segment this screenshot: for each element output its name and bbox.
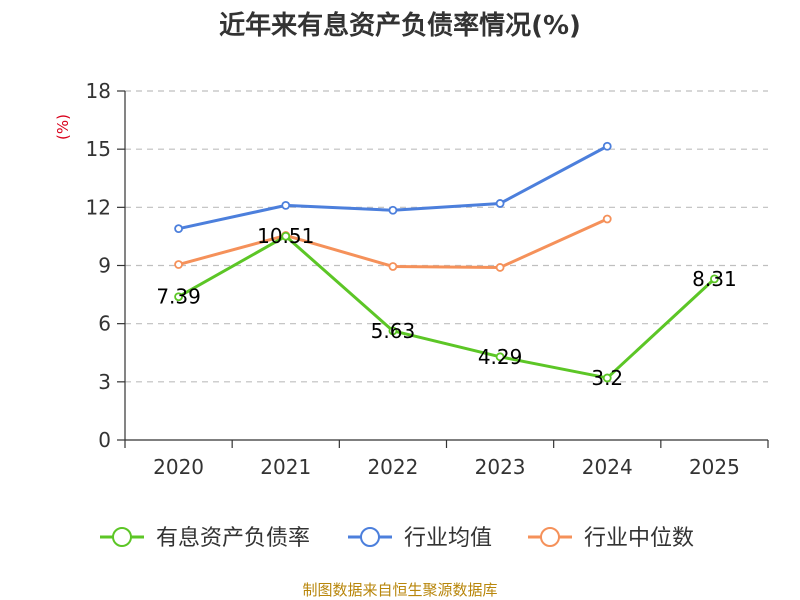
legend-item[interactable]: 行业均值: [348, 526, 492, 551]
data-point[interactable]: [388, 326, 398, 336]
data-point[interactable]: [602, 373, 612, 383]
data-point[interactable]: [602, 214, 612, 224]
data-point[interactable]: [495, 199, 505, 208]
source-note: 制图数据来自恒生聚源数据库: [302, 581, 497, 599]
legend-item[interactable]: 行业中位数: [528, 526, 694, 551]
data-point[interactable]: [174, 224, 183, 234]
y-tick-label: 18: [86, 79, 111, 103]
x-tick-label: 2022: [367, 455, 418, 479]
legend-label: 行业均值: [404, 526, 492, 551]
chart-title: 近年来有息资产负债率情况(%): [219, 10, 581, 41]
data-point[interactable]: [174, 260, 183, 269]
legend-label: 行业中位数: [584, 526, 694, 551]
axes: 0 3 6 9 12 15 18 2020 2021 2022 2023 2024 2025: [86, 79, 769, 479]
data-point[interactable]: [281, 200, 291, 210]
x-tick-label: 2024: [582, 455, 633, 479]
y-tick-label: 15: [86, 137, 111, 161]
data-point[interactable]: [495, 352, 505, 362]
data-point[interactable]: [388, 262, 398, 271]
data-label: 10.51: [257, 224, 314, 248]
x-tick-label: 2025: [689, 455, 740, 479]
x-tick-label: 2020: [153, 455, 204, 479]
y-tick-label: 9: [98, 254, 111, 278]
data-labels: 7.39 10.51 5.63 4.29 3.2 8.31: [156, 224, 736, 390]
data-label: 7.39: [156, 285, 201, 309]
data-point[interactable]: [174, 292, 183, 302]
data-point[interactable]: [602, 141, 612, 151]
data-label: 5.63: [371, 319, 416, 343]
x-tick-label: 2023: [475, 455, 526, 479]
data-label: 4.29: [478, 345, 523, 369]
y-tick-label: 12: [86, 195, 111, 219]
legend-swatch-marker: [360, 527, 380, 547]
data-label: 8.31: [692, 267, 737, 291]
y-tick-label: 6: [98, 312, 111, 336]
legend-swatch-marker: [112, 527, 132, 547]
series-lines: [174, 141, 719, 383]
legend-swatch-marker: [540, 527, 560, 547]
legend-label: 有息资产负债率: [156, 526, 310, 551]
data-label: 3.2: [591, 366, 623, 390]
series-line: [177, 234, 716, 380]
data-point[interactable]: [281, 231, 291, 241]
y-tick-label: 0: [98, 428, 111, 452]
data-point[interactable]: [495, 263, 505, 272]
data-point[interactable]: [710, 274, 719, 284]
data-point[interactable]: [388, 205, 398, 215]
series-line: [178, 144, 608, 231]
legend-item[interactable]: 有息资产负债率: [100, 526, 310, 551]
grid-lines: [125, 90, 768, 383]
x-tick-label: 2021: [260, 455, 311, 479]
legend[interactable]: 有息资产负债率 行业均值 行业中位数: [100, 526, 694, 551]
y-axis-unit-label: (%): [54, 114, 72, 140]
y-tick-label: 3: [98, 370, 111, 394]
